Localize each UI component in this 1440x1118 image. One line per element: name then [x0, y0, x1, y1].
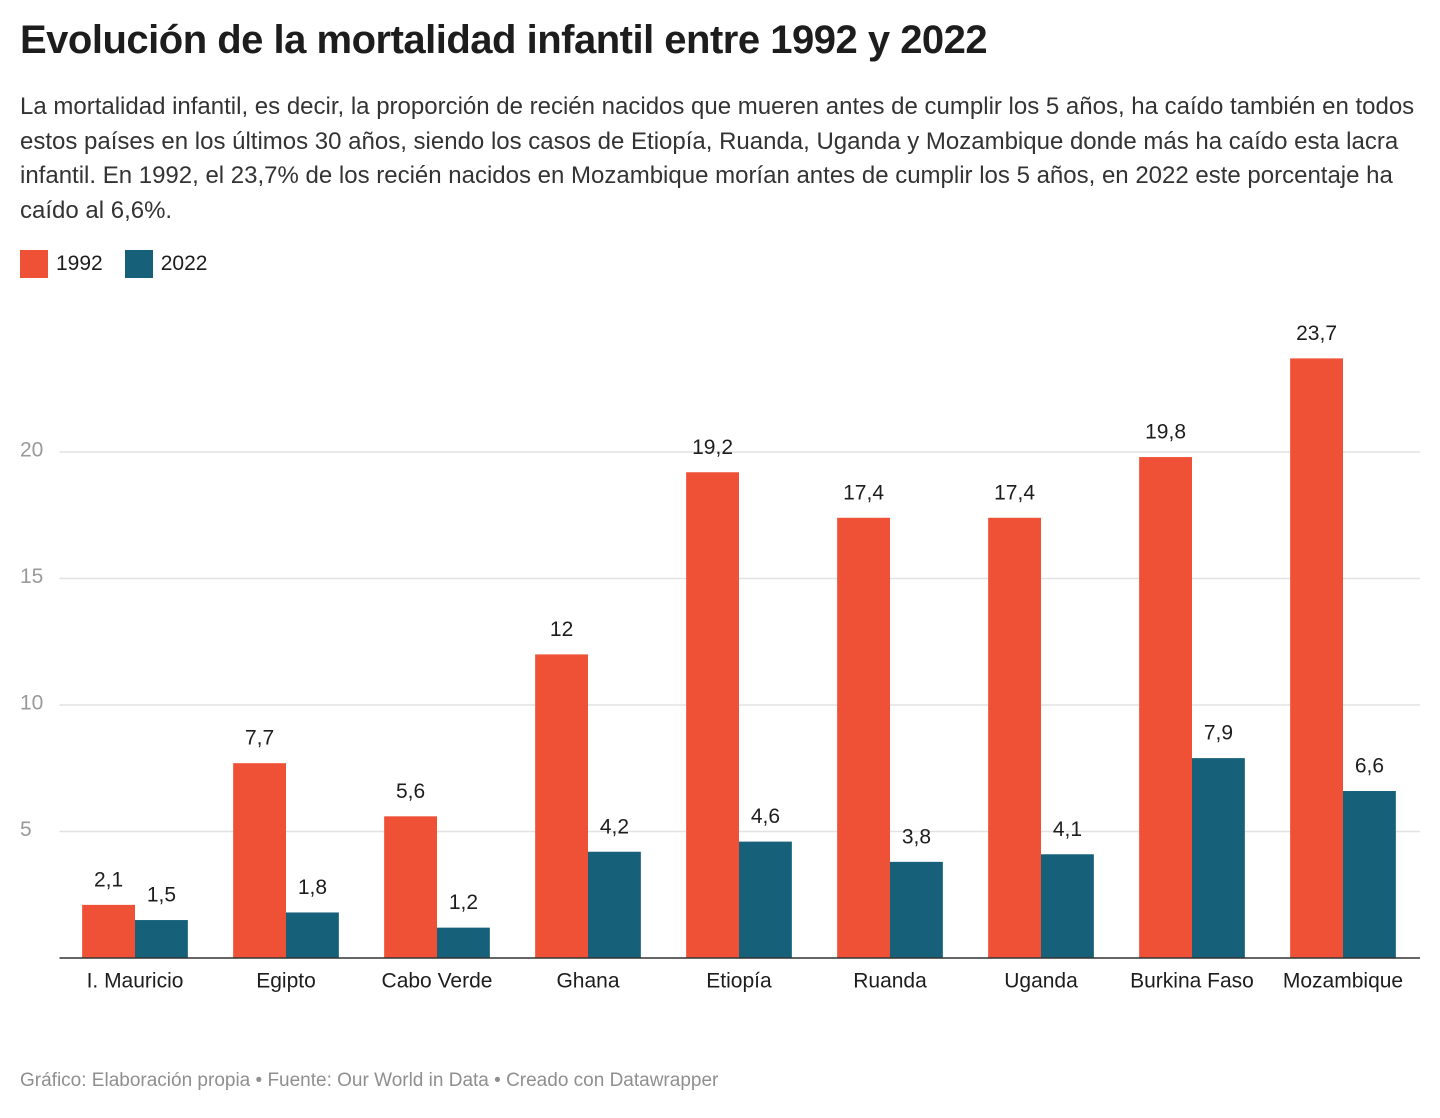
x-tick-label: Ruanda: [853, 970, 927, 993]
legend: 1992 2022: [20, 250, 207, 278]
bar: [837, 517, 890, 958]
value-label: 1,5: [147, 884, 176, 907]
value-label: 4,6: [751, 805, 780, 828]
legend-swatch: [20, 250, 48, 278]
value-label: 19,2: [692, 436, 733, 459]
x-tick-label: Ghana: [556, 970, 619, 993]
bar: [233, 763, 286, 958]
value-label: 7,9: [1204, 722, 1233, 745]
chart: 5 10 15 20 2,1 1,5 I. Mauricio 7,7 1,8 Egipto 5,6 1…: [20, 322, 1420, 993]
x-tick-label: I. Mauricio: [87, 970, 184, 993]
x-tick-label: Burkina Faso: [1130, 970, 1254, 993]
x-tick-label: Cabo Verde: [382, 970, 493, 993]
y-tick-label: 5: [20, 818, 32, 841]
bar: [82, 904, 135, 958]
legend-label: 1992: [56, 252, 103, 275]
bar: [1343, 791, 1396, 958]
legend-label: 2022: [160, 252, 208, 275]
value-label: 1,8: [298, 876, 327, 899]
bar: [437, 927, 490, 958]
x-tick-label: Egipto: [256, 970, 316, 993]
bar: [384, 816, 437, 958]
bar: [739, 841, 792, 958]
value-label: 5,6: [396, 780, 425, 803]
bar: [588, 851, 641, 958]
y-tick-label: 10: [20, 692, 43, 715]
value-label: 23,7: [1296, 322, 1337, 345]
y-tick-label: 20: [20, 439, 43, 462]
legend-item: 1992: [20, 250, 103, 278]
bar: [535, 654, 588, 958]
chart-description: La mortalidad infantil, es decir, la pro…: [20, 93, 1415, 224]
chart-title: Evolución de la mortalidad infantil entr…: [20, 18, 988, 62]
value-label: 17,4: [994, 481, 1035, 504]
value-label: 7,7: [245, 727, 274, 750]
x-tick-label: Uganda: [1004, 970, 1078, 993]
bar: [135, 920, 188, 958]
bar: [1041, 854, 1094, 958]
y-tick-label: 15: [20, 565, 43, 588]
x-tick-label: Etiopía: [706, 970, 772, 993]
bar: [1290, 358, 1343, 958]
bar: [988, 517, 1041, 958]
bar: [1192, 758, 1245, 958]
value-label: 3,8: [902, 825, 931, 848]
value-label: 2,1: [94, 868, 123, 891]
value-label: 12: [550, 618, 573, 641]
value-label: 17,4: [843, 481, 884, 504]
value-label: 1,2: [449, 891, 478, 914]
chart-source: Gráfico: Elaboración propia • Fuente: Ou…: [20, 1070, 719, 1091]
bar: [890, 861, 943, 958]
legend-swatch: [124, 250, 153, 278]
bar: [1139, 457, 1192, 958]
value-label: 6,6: [1355, 755, 1384, 778]
x-tick-label: Mozambique: [1283, 970, 1403, 993]
value-label: 19,8: [1145, 421, 1186, 444]
value-label: 4,2: [600, 815, 629, 838]
bar: [686, 472, 739, 958]
value-label: 4,1: [1053, 818, 1082, 841]
legend-item: 2022: [124, 250, 208, 278]
bar: [286, 912, 339, 958]
